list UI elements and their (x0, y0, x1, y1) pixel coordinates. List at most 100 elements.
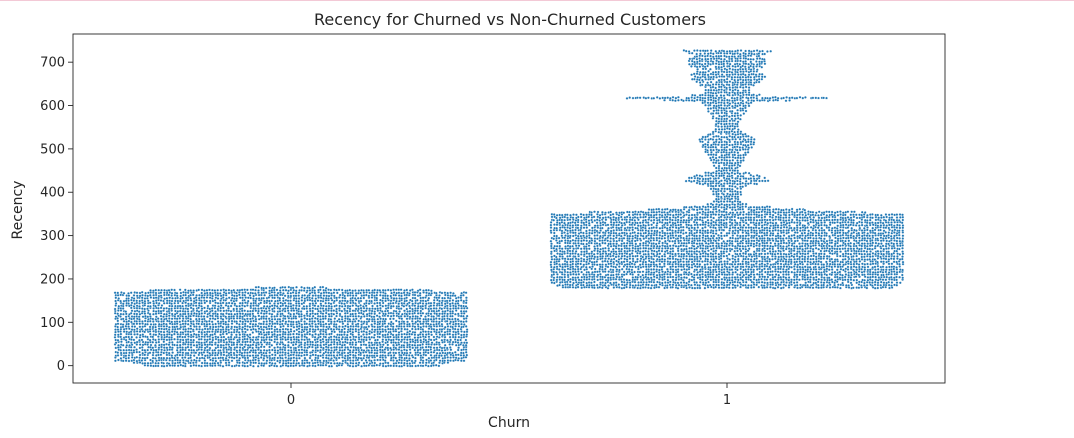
swarm-point-churn-0 (211, 356, 215, 360)
swarm-point-churn-0 (281, 337, 285, 341)
swarm-point-churn-0 (148, 338, 152, 342)
swarm-point-churn-1 (596, 273, 600, 277)
swarm-point-churn-0 (367, 343, 371, 347)
swarm-point-churn-0 (429, 330, 433, 334)
swarm-point-churn-0 (305, 353, 309, 357)
swarm-point-churn-0 (243, 333, 247, 336)
swarm-point-churn-0 (373, 325, 376, 329)
swarm-point-churn-0 (443, 335, 447, 339)
swarm-point-churn-0 (302, 289, 306, 292)
swarm-point-churn-0 (384, 317, 388, 321)
swarm-point-churn-0 (121, 312, 125, 316)
swarm-point-churn-0 (240, 328, 244, 331)
swarm-point-churn-0 (162, 324, 166, 328)
swarm-point-churn-1 (585, 281, 589, 285)
swarm-point-churn-0 (284, 361, 288, 365)
swarm-point-churn-0 (375, 351, 379, 355)
swarm-point-churn-0 (440, 354, 444, 358)
swarm-point-churn-0 (200, 348, 204, 352)
swarm-point-churn-0 (397, 361, 401, 365)
swarm-point-churn-0 (254, 322, 258, 326)
swarm-point-churn-0 (245, 317, 249, 321)
swarm-point-churn-1 (799, 283, 802, 287)
swarm-point-churn-1 (687, 273, 691, 277)
swarm-point-churn-0 (343, 327, 347, 331)
swarm-point-churn-0 (360, 294, 364, 298)
swarm-point-churn-1 (550, 257, 554, 261)
swarm-point-churn-0 (375, 354, 379, 358)
swarm-point-churn-0 (124, 317, 128, 321)
swarm-point-churn-0 (227, 328, 231, 332)
swarm-point-churn-0 (408, 351, 412, 355)
swarm-point-churn-0 (252, 294, 256, 298)
swarm-point-churn-0 (449, 359, 452, 363)
swarm-point-churn-1 (615, 263, 619, 267)
swarm-point-churn-1 (816, 262, 820, 266)
swarm-point-churn-1 (673, 260, 677, 264)
swarm-point-churn-0 (135, 340, 139, 344)
swarm-point-churn-0 (371, 307, 374, 311)
swarm-point-churn-0 (441, 299, 444, 303)
swarm-point-churn-1 (666, 275, 670, 279)
swarm-point-churn-1 (887, 271, 891, 274)
swarm-point-churn-0 (270, 338, 273, 342)
swarm-point-churn-1 (671, 268, 675, 272)
swarm-point-churn-0 (135, 348, 139, 352)
swarm-point-churn-0 (407, 301, 411, 305)
swarm-point-churn-1 (563, 262, 567, 266)
swarm-point-churn-0 (440, 296, 444, 300)
swarm-point-churn-0 (148, 345, 152, 349)
swarm-point-churn-0 (456, 306, 460, 310)
swarm-point-churn-0 (267, 324, 271, 328)
swarm-point-churn-0 (392, 291, 396, 294)
swarm-point-churn-0 (375, 363, 379, 367)
swarm-point-churn-0 (114, 301, 118, 305)
swarm-point-churn-1 (800, 260, 804, 264)
swarm-point-churn-0 (173, 356, 176, 360)
swarm-point-churn-0 (281, 361, 285, 365)
swarm-point-churn-0 (135, 350, 139, 354)
swarm-point-churn-0 (294, 299, 298, 303)
swarm-point-churn-0 (408, 292, 412, 295)
swarm-point-churn-0 (381, 364, 385, 368)
swarm-point-churn-1 (620, 280, 624, 284)
swarm-point-churn-1 (622, 260, 626, 264)
swarm-point-churn-0 (243, 317, 247, 321)
swarm-point-churn-1 (657, 285, 661, 289)
swarm-point-churn-0 (411, 314, 415, 318)
swarm-point-churn-0 (448, 342, 452, 346)
swarm-point-churn-0 (445, 299, 449, 303)
swarm-point-churn-1 (849, 276, 853, 279)
swarm-point-churn-1 (750, 265, 754, 269)
swarm-point-churn-0 (175, 320, 179, 323)
swarm-point-churn-1 (657, 271, 661, 274)
swarm-point-churn-1 (682, 275, 686, 279)
swarm-point-churn-1 (839, 267, 843, 271)
swarm-point-churn-1 (822, 285, 826, 289)
swarm-point-churn-1 (787, 276, 791, 279)
swarm-point-churn-0 (146, 317, 150, 321)
swarm-point-churn-1 (781, 267, 785, 271)
swarm-point-churn-1 (607, 270, 611, 274)
swarm-point-churn-1 (625, 258, 629, 261)
swarm-point-churn-0 (310, 319, 314, 323)
swarm-point-churn-1 (641, 278, 645, 282)
swarm-point-churn-0 (170, 320, 174, 324)
swarm-point-churn-0 (186, 316, 190, 320)
swarm-point-churn-0 (181, 322, 185, 326)
swarm-point-churn-0 (384, 335, 387, 339)
swarm-point-churn-1 (639, 275, 643, 279)
swarm-point-churn-1 (827, 276, 831, 280)
swarm-point-churn-0 (216, 330, 220, 334)
swarm-point-churn-1 (703, 286, 707, 290)
swarm-point-churn-0 (300, 338, 304, 341)
swarm-point-churn-1 (773, 275, 777, 279)
swarm-point-churn-1 (617, 272, 620, 276)
swarm-point-churn-0 (308, 364, 311, 368)
swarm-point-churn-0 (391, 338, 395, 342)
swarm-point-churn-0 (454, 353, 458, 357)
swarm-point-churn-0 (427, 332, 431, 336)
swarm-point-churn-0 (354, 341, 358, 344)
swarm-point-churn-0 (316, 307, 320, 311)
swarm-point-churn-1 (607, 262, 611, 266)
